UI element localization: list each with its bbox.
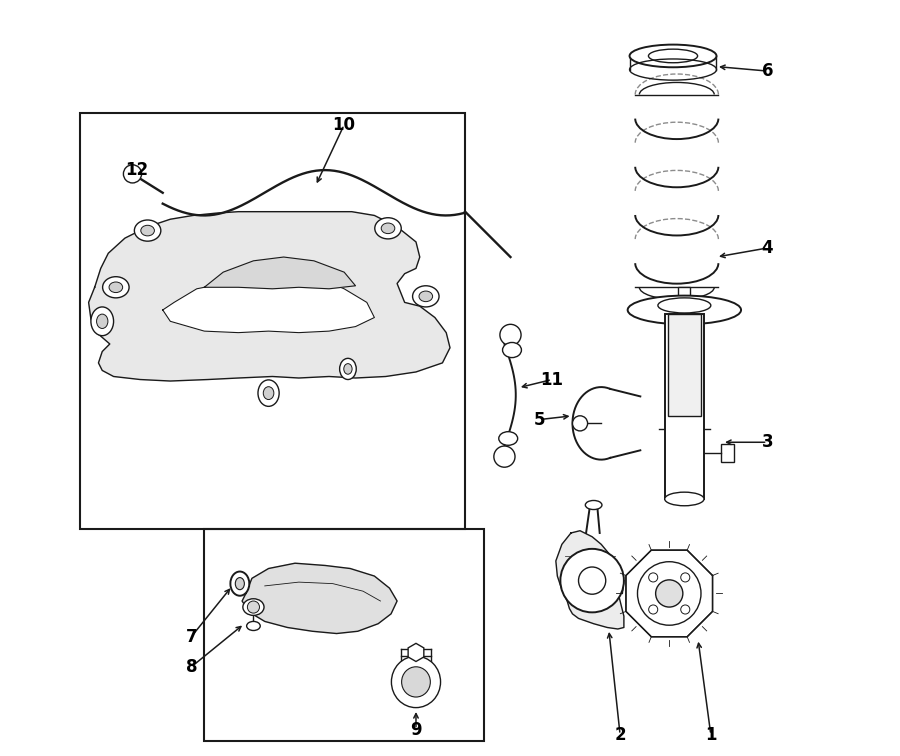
Ellipse shape [96,314,108,329]
Ellipse shape [412,286,439,307]
Bar [668,314,701,416]
Bar [204,529,484,741]
Circle shape [248,601,259,613]
Circle shape [494,446,515,467]
Ellipse shape [665,492,704,506]
Ellipse shape [401,667,430,697]
Bar [721,444,734,462]
Ellipse shape [382,223,395,234]
Polygon shape [204,257,356,289]
Circle shape [123,165,141,183]
Text: 5: 5 [534,411,545,429]
Ellipse shape [134,220,161,241]
Ellipse shape [374,218,401,239]
Text: 8: 8 [185,658,197,676]
Text: 3: 3 [761,433,773,451]
Ellipse shape [235,578,245,590]
Ellipse shape [140,225,155,236]
Ellipse shape [648,49,698,63]
Circle shape [500,324,521,345]
Ellipse shape [392,656,440,708]
Ellipse shape [585,500,602,510]
Ellipse shape [629,45,716,67]
Ellipse shape [109,282,122,293]
Circle shape [649,573,658,582]
Ellipse shape [230,572,249,596]
Text: 12: 12 [125,161,148,179]
Polygon shape [163,276,374,333]
Text: 2: 2 [615,726,626,744]
Ellipse shape [658,298,711,313]
Ellipse shape [344,364,352,374]
Circle shape [561,549,624,612]
Circle shape [680,573,689,582]
Ellipse shape [419,291,433,302]
Circle shape [572,416,588,431]
Polygon shape [242,563,397,634]
Text: 6: 6 [761,62,773,80]
Text: 4: 4 [761,239,773,257]
Ellipse shape [339,358,356,380]
Ellipse shape [502,342,521,358]
Ellipse shape [264,387,274,399]
Text: 1: 1 [705,726,716,744]
Text: 11: 11 [541,370,563,389]
Ellipse shape [91,307,113,336]
Ellipse shape [258,380,279,407]
Ellipse shape [499,432,517,445]
Ellipse shape [627,296,741,324]
Ellipse shape [243,599,264,615]
Circle shape [655,580,683,607]
Text: 7: 7 [185,627,197,646]
Circle shape [637,562,701,625]
Circle shape [680,605,689,614]
Text: 9: 9 [410,720,422,739]
Circle shape [649,605,658,614]
Bar [679,287,690,307]
Text: 10: 10 [333,116,356,134]
Bar [79,113,465,529]
Polygon shape [626,550,713,637]
Bar [665,314,704,499]
Ellipse shape [103,277,129,298]
Polygon shape [556,531,624,629]
Ellipse shape [247,621,260,631]
Polygon shape [88,212,450,381]
Circle shape [579,567,606,594]
